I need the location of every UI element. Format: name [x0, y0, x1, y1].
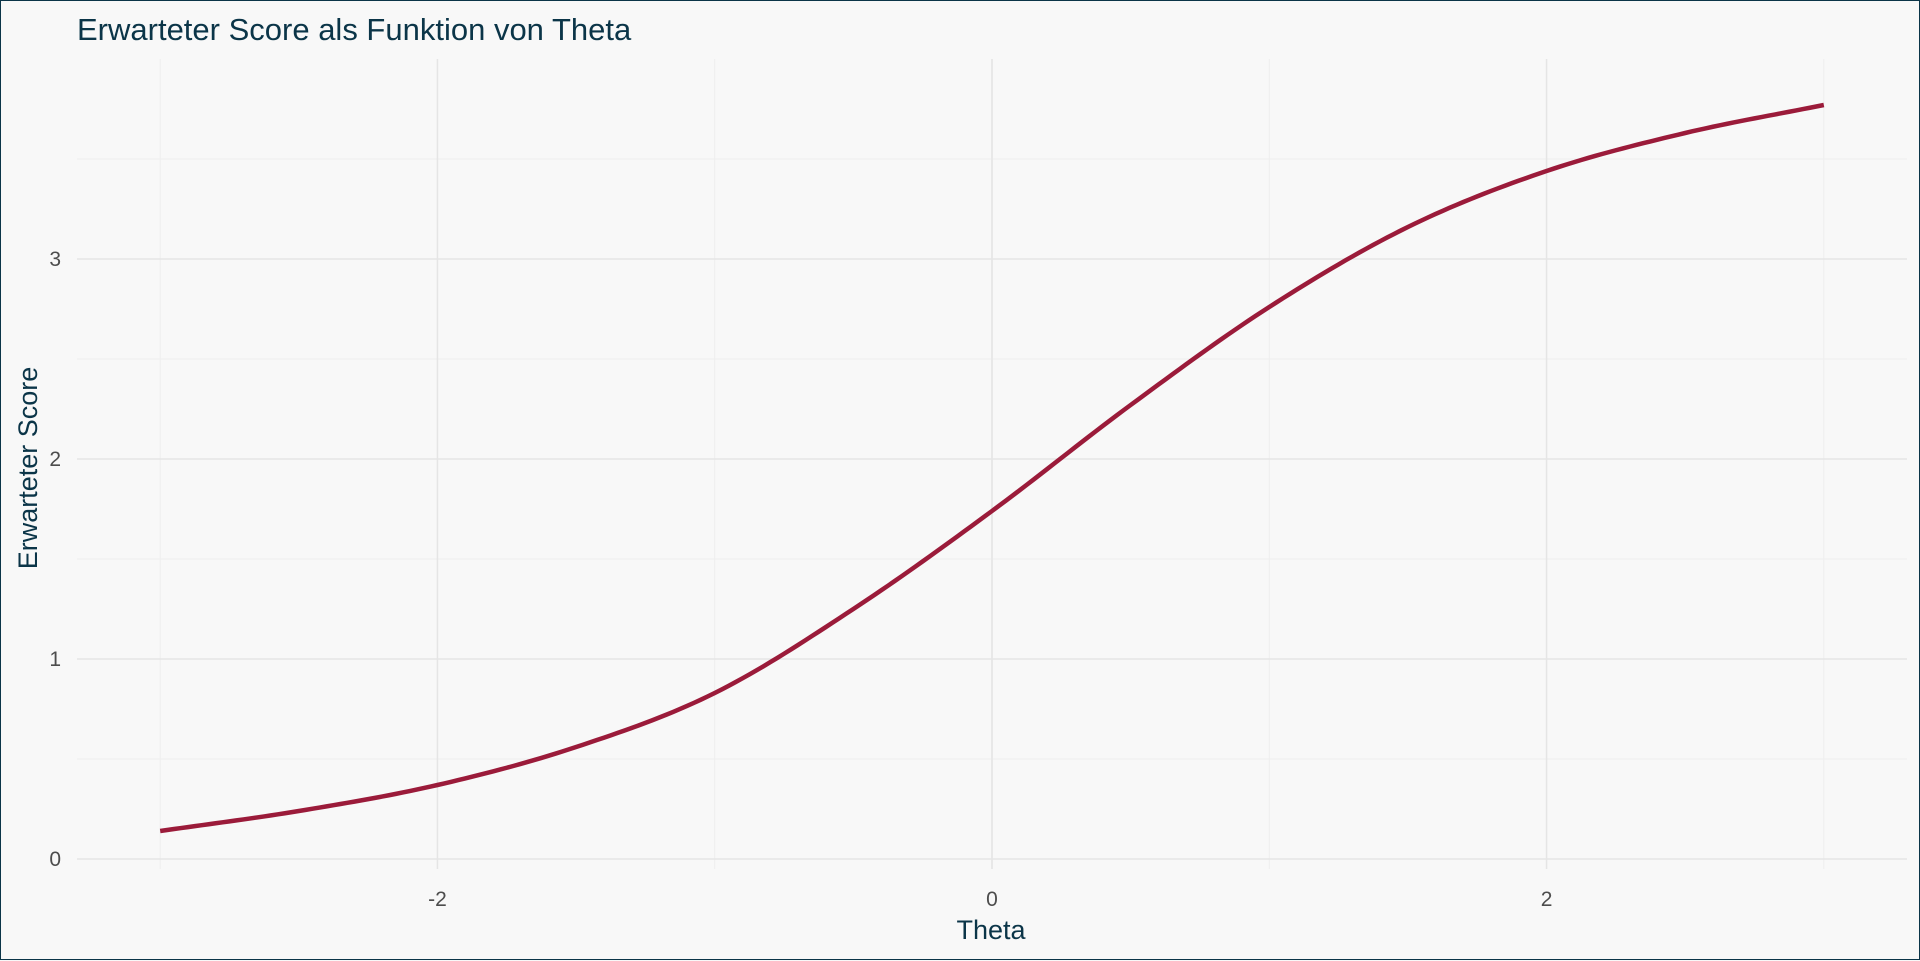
series-line — [159, 102, 1825, 834]
y-tick-label: 3 — [49, 248, 61, 271]
y-tick-label: 0 — [49, 848, 61, 871]
chart-title: Erwarteter Score als Funktion von Theta — [77, 12, 632, 47]
y-axis-label: Erwarteter Score — [13, 367, 43, 570]
x-tick-label: -2 — [428, 888, 447, 911]
grid-layer — [77, 59, 1907, 869]
tick-layer: -2 0 2 0 1 2 3 — [49, 248, 1552, 911]
y-tick-label: 1 — [49, 648, 61, 671]
line-layer — [159, 102, 1825, 834]
y-tick-label: 2 — [49, 448, 61, 471]
x-axis-label: Theta — [956, 915, 1026, 945]
x-tick-label: 0 — [986, 888, 998, 911]
x-tick-label: 2 — [1541, 888, 1553, 911]
